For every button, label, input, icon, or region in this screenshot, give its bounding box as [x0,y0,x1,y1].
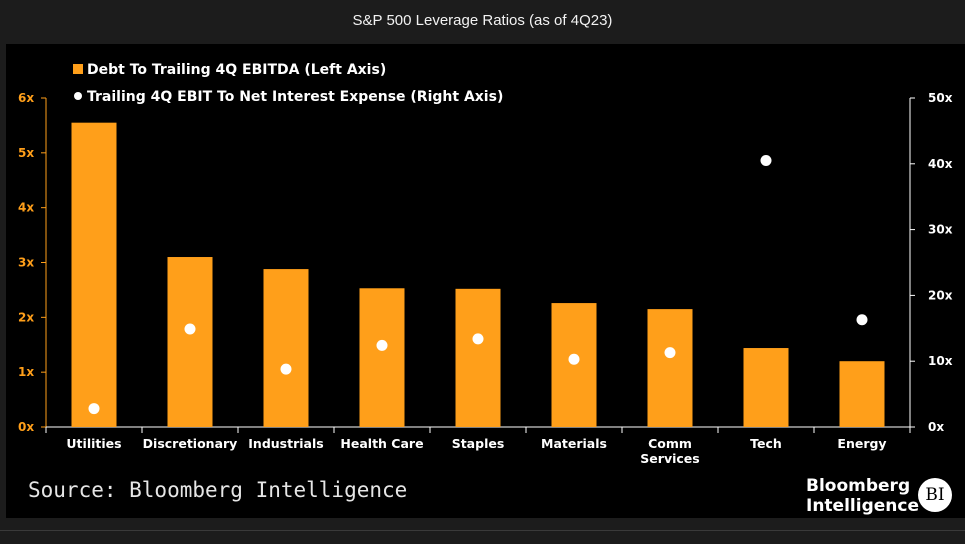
bar-materials [551,303,597,427]
left-axis-tick-label: 6x [18,91,34,105]
bar-tech [743,348,789,427]
category-label: Staples [452,436,505,451]
bloomberg-intelligence-logo: Bloomberg Intelligence [806,476,919,516]
left-axis-tick-label: 3x [18,256,34,270]
category-label: Tech [750,436,782,451]
bar-industrials [263,269,309,427]
category-labels: Utilities Discretionary Industrials Health … [66,436,886,466]
category-label: Materials [541,436,607,451]
left-axis-tick-label: 1x [18,365,34,379]
bar-health-care [359,288,405,427]
category-label: Utilities [66,436,121,451]
category-label: Discretionary [143,436,238,451]
title-bar: S&P 500 Leverage Ratios (as of 4Q23) [0,0,965,44]
left-axis-tick-label: 5x [18,146,34,160]
right-axis-tick-label: 40x [928,157,953,171]
left-axis-tick-label: 0x [18,420,34,434]
dot-comm-services [664,347,676,359]
legend-dot-swatch [74,92,82,100]
category-label: Health Care [340,436,423,451]
legend-bar-label: Debt To Trailing 4Q EBITDA (Left Axis) [87,62,386,78]
chart-title: S&P 500 Leverage Ratios (as of 4Q23) [352,12,613,29]
dot-energy [856,314,868,326]
bar-comm-services [647,309,693,427]
legend-bar-swatch [73,64,83,74]
right-axis-tick-label: 0x [928,420,944,434]
category-label: Energy [837,436,886,451]
left-axis-tick-label: 2x [18,310,34,324]
bar-discretionary [167,257,213,427]
category-label: Comm [648,436,692,451]
bar-energy [839,361,885,427]
right-axis-tick-label: 50x [928,91,953,105]
bi-logo-badge: BI [918,478,952,512]
dot-industrials [280,363,292,375]
right-axis-tick-label: 30x [928,223,953,237]
dot-health-care [376,339,388,351]
bar-staples [455,288,501,427]
legend-dot-label: Trailing 4Q EBIT To Net Interest Expense… [87,89,503,105]
dot-discretionary [184,323,196,335]
right-axis-tick-label: 10x [928,354,953,368]
left-axis-tick-label: 4x [18,201,34,215]
dot-materials [568,353,580,365]
logo-line-2: Intelligence [806,496,919,516]
dots [88,155,868,415]
category-label: Industrials [248,436,323,451]
category-label: Services [640,451,699,466]
legend: Debt To Trailing 4Q EBITDA (Left Axis) Tr… [73,62,503,105]
chart-panel [6,44,965,518]
bottom-divider [0,530,965,531]
dot-utilities [88,403,100,415]
source-note: Source: Bloomberg Intelligence [28,478,408,502]
dot-staples [472,333,484,345]
bars [71,122,885,428]
logo-line-1: Bloomberg [806,476,911,496]
bar-utilities [71,122,117,428]
dot-tech [760,155,772,167]
right-axis-tick-label: 20x [928,288,953,302]
